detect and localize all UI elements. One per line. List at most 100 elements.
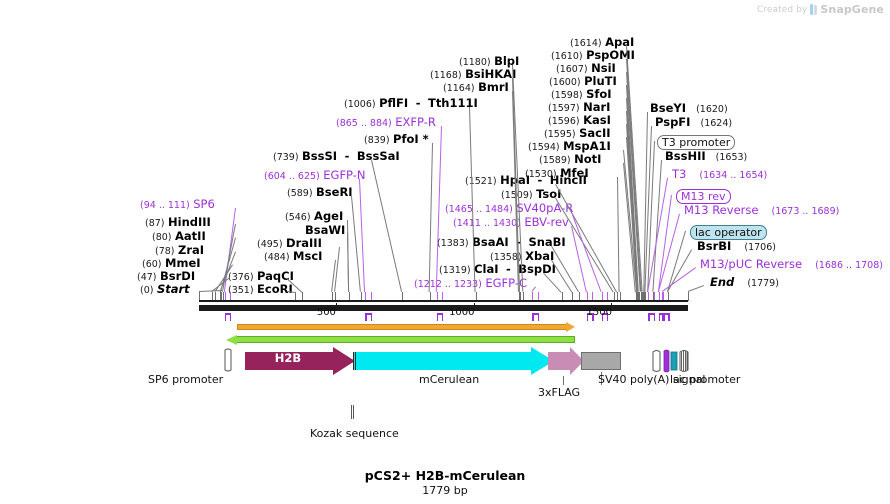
label-agei[interactable]: (546) AgeI	[285, 210, 343, 224]
primer-site-tick[interactable]	[662, 292, 663, 301]
label-bseyi[interactable]: BseYI (1620)	[650, 102, 728, 116]
label-start[interactable]: (0) Start	[140, 283, 190, 297]
label-egfp-c[interactable]: (1212 .. 1233) EGFP-C	[414, 277, 527, 291]
feature-lac-promoter-group[interactable]	[652, 349, 692, 373]
primer-site-tick[interactable]	[365, 292, 366, 301]
label-draiii[interactable]: (495) DraIII	[257, 237, 322, 251]
restriction-site-tick[interactable]	[668, 292, 669, 301]
label-pfoi[interactable]: (839) PfoI *	[364, 133, 429, 147]
label-bmri[interactable]: (1164) BmrI	[443, 81, 509, 95]
label-nsii[interactable]: (1607) NsiI	[556, 62, 616, 76]
label-blpi[interactable]: (1180) BlpI	[459, 55, 519, 69]
label-mfei[interactable]: (1530) MfeI	[525, 167, 589, 181]
primer-site-tick[interactable]	[230, 292, 231, 301]
feature-mcerulean[interactable]	[353, 347, 554, 375]
restriction-site-tick[interactable]	[220, 292, 221, 301]
label-bsihkai[interactable]: (1168) BsiHKAI	[430, 68, 516, 82]
primer-site-tick[interactable]	[602, 292, 603, 301]
restriction-site-tick[interactable]	[361, 292, 362, 301]
label-bsssi-bsssai[interactable]: (739) BssSI - BssSaI	[273, 149, 400, 163]
restriction-site-tick[interactable]	[335, 292, 336, 301]
label-lac-operator[interactable]: lac operator	[690, 225, 767, 240]
label-apai[interactable]: (1614) ApaI	[570, 36, 634, 50]
label-end[interactable]: End (1779)	[710, 276, 779, 290]
label-clai-bspdi[interactable]: (1319) ClaI - BspDI	[439, 262, 556, 276]
restriction-site-tick[interactable]	[520, 292, 521, 301]
green-reverse-track[interactable]	[226, 335, 575, 345]
primer-site-tick[interactable]	[371, 292, 372, 301]
label-sfoi[interactable]: (1598) SfoI	[551, 88, 612, 102]
restriction-site-tick[interactable]	[638, 292, 639, 301]
restriction-site-tick[interactable]	[688, 292, 689, 301]
label-bsrbi[interactable]: BsrBI (1706)	[697, 240, 776, 254]
restriction-site-tick[interactable]	[562, 292, 563, 301]
primer-site-tick[interactable]	[442, 292, 443, 301]
primer-site-tick[interactable]	[607, 292, 608, 301]
label-bsrdi[interactable]: (47) BsrDI	[137, 270, 195, 284]
primer-site-tick[interactable]	[437, 292, 438, 301]
label-bsaai-snabi[interactable]: (1383) BsaAI - SnaBI	[437, 235, 566, 249]
label-zrai[interactable]: (78) ZraI	[155, 244, 204, 258]
restriction-site-tick[interactable]	[302, 292, 303, 301]
restriction-site-tick[interactable]	[332, 292, 333, 301]
label-ebv-rev[interactable]: (1411 .. 1430) EBV-rev	[453, 216, 569, 230]
label-tsoi[interactable]: (1509) TsoI	[501, 188, 561, 202]
label-mspa1i[interactable]: (1594) MspA1I	[528, 140, 611, 154]
label-noti[interactable]: (1589) NotI	[539, 153, 601, 167]
primer-site-tick[interactable]	[225, 292, 226, 301]
label-bseri[interactable]: (589) BseRI	[287, 186, 353, 200]
restriction-site-tick[interactable]	[617, 292, 618, 301]
primer-site-tick[interactable]	[587, 292, 588, 301]
label-aatii[interactable]: (80) AatII	[152, 230, 206, 244]
restriction-site-tick[interactable]	[476, 292, 477, 301]
restriction-site-tick[interactable]	[637, 292, 638, 301]
label-sacii[interactable]: (1595) SacII	[544, 127, 611, 141]
label-nari[interactable]: (1597) NarI	[548, 101, 610, 115]
restriction-site-tick[interactable]	[430, 292, 431, 301]
label-t3[interactable]: T3 (1634 .. 1654)	[672, 168, 767, 182]
restriction-site-tick[interactable]	[212, 292, 213, 301]
label-pspfi[interactable]: PspFI (1624)	[655, 116, 732, 130]
restriction-site-tick[interactable]	[643, 292, 644, 301]
restriction-site-tick[interactable]	[644, 292, 645, 301]
restriction-site-tick[interactable]	[636, 292, 637, 301]
restriction-site-tick[interactable]	[221, 292, 222, 301]
label-m13-puc-reverse[interactable]: M13/pUC Reverse (1686 .. 1708)	[700, 258, 883, 272]
label-pluti[interactable]: (1600) PluTI	[549, 75, 617, 89]
label-msci[interactable]: (484) MscI	[264, 250, 322, 264]
restriction-site-tick[interactable]	[642, 292, 643, 301]
label-ecori[interactable]: (351) EcoRI	[228, 283, 293, 297]
restriction-site-tick[interactable]	[579, 292, 580, 301]
label-mmei[interactable]: (60) MmeI	[142, 257, 201, 271]
label-m13-rev[interactable]: M13 rev	[676, 189, 731, 204]
restriction-site-tick[interactable]	[215, 292, 216, 301]
restriction-site-tick[interactable]	[639, 292, 640, 301]
label-pflfi-tth111i[interactable]: (1006) PflFI - Tth111I	[344, 96, 478, 110]
orange-forward-track[interactable]	[237, 322, 575, 332]
label-pspomi[interactable]: (1610) PspOMI	[551, 49, 635, 63]
primer-site-tick[interactable]	[663, 292, 664, 301]
label-egfp-n[interactable]: (604 .. 625) EGFP-N	[264, 169, 366, 183]
feature-sv40-polya-signal[interactable]	[581, 352, 621, 370]
restriction-site-tick[interactable]	[523, 292, 524, 301]
primer-site-tick[interactable]	[654, 292, 655, 301]
restriction-site-tick[interactable]	[614, 292, 615, 301]
primer-site-tick[interactable]	[532, 292, 533, 301]
label-m13-reverse[interactable]: M13 Reverse (1673 .. 1689)	[684, 204, 839, 218]
primer-site-tick[interactable]	[659, 292, 660, 301]
primer-site-tick[interactable]	[538, 292, 539, 301]
feature-3xflag[interactable]	[548, 347, 584, 375]
restriction-site-tick[interactable]	[645, 292, 646, 301]
restriction-site-tick[interactable]	[199, 292, 200, 301]
label-bsawi[interactable]: BsaWI	[305, 224, 345, 237]
restriction-site-tick[interactable]	[653, 292, 654, 301]
primer-site-tick[interactable]	[592, 292, 593, 301]
restriction-site-tick[interactable]	[295, 292, 296, 301]
feature-h2b[interactable]: H2B	[245, 347, 355, 375]
primer-site-tick[interactable]	[648, 292, 649, 301]
restriction-site-tick[interactable]	[519, 292, 520, 301]
feature-sp6-promoter[interactable]	[224, 348, 232, 372]
label-t3-promoter[interactable]: T3 promoter	[657, 135, 736, 150]
feature-kozak-marker[interactable]	[351, 405, 354, 419]
label-exfp-r[interactable]: (865 .. 884) EXFP-R	[336, 116, 436, 130]
